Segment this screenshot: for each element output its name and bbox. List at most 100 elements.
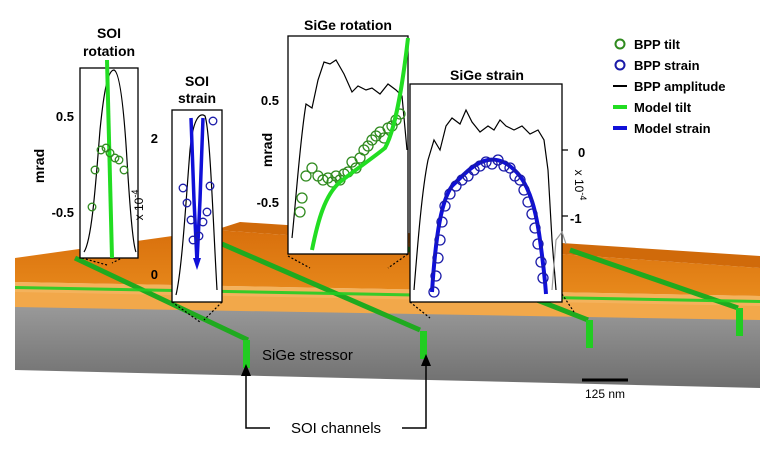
data-point	[188, 235, 198, 245]
data-point	[522, 196, 534, 208]
channel-stripe	[73, 255, 250, 343]
data-point	[326, 176, 338, 188]
stressor-label: SiGe stressor	[262, 347, 353, 364]
axis-tick	[562, 149, 568, 217]
bpp-amplitude-tail	[551, 230, 567, 291]
data-point	[526, 208, 538, 220]
panel-sige-rotation-frame	[287, 35, 409, 255]
projection-line	[409, 301, 431, 319]
data-point	[430, 270, 442, 282]
panel-soi-strain-title-2: strain	[178, 90, 216, 106]
projection-line	[287, 255, 311, 269]
data-point	[436, 216, 448, 228]
legend-label: Model tilt	[634, 100, 692, 115]
legend-marker-circle	[614, 38, 626, 50]
panel-sige-strain-title: SiGe strain	[450, 67, 524, 83]
legend-item: BPP amplitude	[613, 79, 726, 94]
panel-soi-rotation: SOI rotation 0.5 -0.5 mrad	[31, 25, 139, 259]
data-point	[358, 144, 370, 156]
legend-label: Model strain	[634, 121, 711, 136]
data-point	[504, 162, 516, 174]
projection-line	[203, 301, 223, 321]
legend-item: BPP tilt	[614, 37, 681, 52]
tick-label: 0.5	[56, 109, 74, 124]
data-point	[462, 170, 474, 182]
legend-label: BPP tilt	[634, 37, 681, 52]
bpp-amplitude-curve	[175, 114, 218, 296]
scale-bar: 125 nm	[582, 378, 628, 401]
projection-line	[81, 257, 108, 266]
tick-label: 0	[578, 145, 585, 160]
arrow-head	[421, 354, 431, 366]
model-tilt-line	[105, 59, 114, 259]
axis-label-group: x 10-4	[572, 170, 588, 201]
data-point	[114, 155, 124, 165]
data-point	[537, 272, 549, 284]
data-point	[178, 183, 188, 193]
data-point	[198, 217, 208, 227]
channels-callout: SOI channels	[241, 354, 431, 437]
data-point	[370, 130, 382, 142]
data-point	[428, 286, 440, 298]
panel-sige-rotation: SiGe rotation 0.5 -0.5 mrad	[257, 17, 410, 255]
data-point	[456, 174, 468, 186]
callout-bracket	[245, 372, 270, 429]
data-point	[296, 192, 308, 204]
channel-front	[586, 320, 593, 348]
legend-item: Model strain	[613, 121, 711, 136]
data-point	[306, 162, 318, 174]
legend-label: BPP strain	[634, 58, 700, 73]
data-point	[330, 170, 342, 182]
data-point	[498, 160, 510, 172]
data-point	[202, 207, 212, 217]
data-point	[432, 252, 444, 264]
data-point	[434, 234, 446, 246]
callout-bracket	[402, 362, 427, 429]
data-point	[450, 180, 462, 192]
bpp-strain-points	[428, 154, 549, 298]
panel-soi-strain-title-1: SOI	[185, 73, 209, 89]
data-point	[182, 198, 192, 208]
data-point	[208, 116, 218, 126]
model-tilt-line	[310, 37, 410, 251]
data-point	[96, 145, 106, 155]
bpp-amplitude-curve	[291, 59, 408, 239]
panel-soi-strain: SOI strain 2 0 x 10-4	[130, 73, 223, 303]
data-point	[186, 215, 196, 225]
data-point	[514, 174, 526, 186]
data-point	[468, 164, 480, 176]
channel-stripe	[569, 247, 739, 311]
data-point	[529, 222, 541, 234]
bpp-amplitude-curve	[83, 69, 137, 253]
projection-line	[387, 253, 409, 269]
tick-label: -0.5	[257, 195, 279, 210]
bpp-amplitude-curve	[413, 108, 557, 291]
data-point	[366, 134, 378, 146]
data-point	[439, 200, 451, 212]
bpp-tilt-points	[87, 143, 129, 212]
data-point	[518, 184, 530, 196]
projection-line	[171, 301, 201, 323]
data-point	[119, 165, 129, 175]
data-point	[532, 238, 544, 250]
axis-label: mrad	[259, 133, 275, 167]
axis-label: x 10-4	[572, 170, 588, 201]
legend-marker-circle	[614, 59, 626, 71]
channel-front	[736, 308, 743, 336]
tick-label: -1	[570, 211, 582, 226]
data-point	[205, 181, 215, 191]
legend-item: BPP strain	[614, 58, 700, 73]
tick-label: 0.5	[261, 93, 279, 108]
substrate-layer	[15, 305, 760, 388]
legend: BPP tilt BPP strain BPP amplitude Model til…	[613, 37, 726, 136]
tick-label: -0.5	[52, 205, 74, 220]
panel-soi-rotation-title-1: SOI	[97, 25, 121, 41]
axis-label: mrad	[31, 149, 47, 183]
data-point	[322, 172, 334, 184]
panel-sige-strain: SiGe strain 0 -1 x 10-4	[409, 67, 588, 303]
data-point	[486, 158, 498, 170]
data-point	[300, 170, 312, 182]
arrow-head	[193, 258, 201, 270]
data-point	[194, 231, 204, 241]
